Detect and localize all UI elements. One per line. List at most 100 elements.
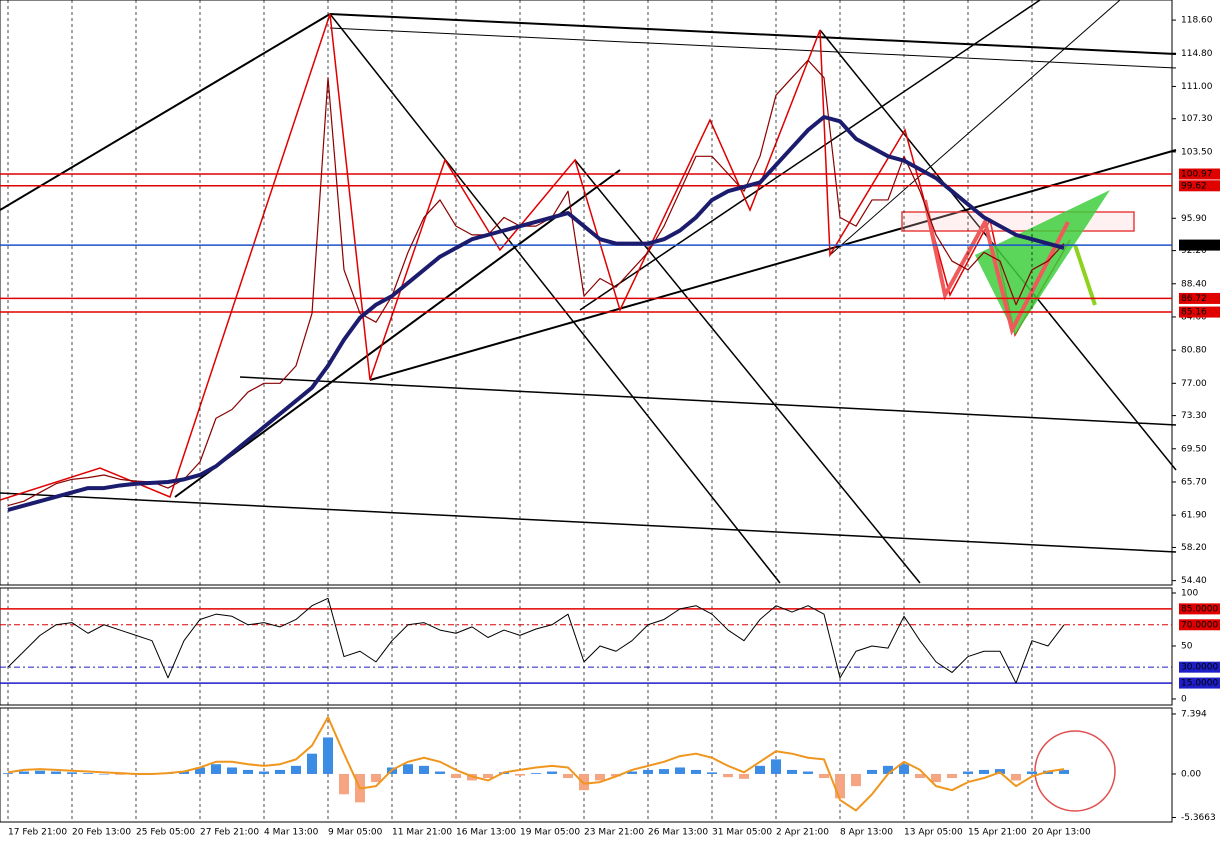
histogram-bar [371,773,381,783]
level-label-box [1179,239,1220,251]
histogram-bar [19,771,29,774]
histogram-bar [707,772,717,774]
y-tick-label: 118.60 [1181,16,1213,26]
y-tick-label: -5.3663 [1181,813,1216,823]
x-tick-label: 2 Apr 21:00 [776,828,829,838]
y-tick-label: 61.90 [1181,511,1207,521]
histogram-bar [99,773,109,775]
histogram-bar [931,773,941,783]
x-tick-label: 20 Feb 13:00 [72,828,131,838]
y-tick-label: 107.30 [1181,114,1213,124]
level-label-box [1179,603,1220,615]
x-tick-label: 17 Feb 21:00 [8,828,67,838]
histogram-bar [307,753,317,774]
x-tick-label: 15 Apr 21:00 [968,828,1027,838]
highlight-circle [1034,730,1116,812]
y-tick-label: 80.80 [1181,346,1207,356]
x-tick-label: 9 Mar 05:00 [328,828,383,838]
level-label-box [1179,677,1220,689]
zone-box [901,211,1135,232]
trendline [329,27,1177,69]
y-tick-label: 73.30 [1181,411,1207,421]
histogram-bar [739,773,749,779]
histogram-bar [259,771,269,774]
histogram-bar [547,771,557,774]
panel-frame [0,0,1173,586]
level-label: 99.62 [1181,181,1207,191]
histogram-bar [115,773,125,775]
y-tick-label: 77.00 [1181,379,1207,389]
histogram-bar [627,771,637,774]
trendline [0,13,331,211]
series-line [7,597,1065,684]
histogram-bar [579,773,589,791]
series-line [7,716,1065,812]
histogram-bar [339,773,349,795]
histogram-bar [483,773,493,779]
histogram-bar [83,773,93,774]
x-tick-label: 20 Apr 13:00 [1032,828,1091,838]
histogram-bar [947,773,957,779]
histogram-bar [611,773,621,777]
level-label-box [1179,306,1220,318]
x-tick-label: 11 Mar 21:00 [392,828,452,838]
histogram-bar [1011,773,1021,781]
y-tick-label: 100 [1181,588,1198,598]
histogram-bar [403,764,413,774]
y-tick-label: 114.80 [1181,49,1213,59]
y-tick-label: 69.50 [1181,444,1207,454]
histogram-bar [787,769,797,774]
y-tick-label: 88.40 [1181,279,1207,289]
x-tick-label: 13 Apr 05:00 [904,828,963,838]
level-label: 85.16 [1181,308,1207,318]
y-tick-label: 92.20 [1181,246,1207,256]
histogram-bar [195,767,205,774]
y-tick-label: 58.20 [1181,543,1207,553]
histogram-bar [691,769,701,774]
histogram-bar [243,769,253,774]
histogram-bar [67,772,77,774]
histogram-bar [3,773,13,774]
x-tick-label: 27 Feb 21:00 [200,828,259,838]
trendline [369,149,1177,381]
trendline [174,169,621,498]
histogram-bar [803,771,813,774]
histogram-bar [291,765,301,774]
histogram-bar [835,773,845,799]
x-tick-label: 4 Mar 13:00 [264,828,319,838]
level-label-box [1179,292,1220,304]
y-tick-label: 111.00 [1181,82,1213,92]
histogram-bar [563,773,573,779]
histogram-bar [51,771,61,774]
level-label: 100.97 [1181,170,1213,180]
x-tick-label: 26 Mar 13:00 [648,828,708,838]
level-label: 70.0000 [1181,620,1218,630]
y-tick-label: 54.40 [1181,576,1207,586]
histogram-bar [899,764,909,774]
histogram-bar [531,773,541,774]
histogram-bar [979,769,989,774]
level-label-box [1179,168,1220,180]
histogram-bar [915,773,925,779]
y-tick-label: 7.394 [1181,709,1207,719]
level-label: 30.0000 [1181,663,1218,673]
trendline [0,492,1177,553]
level-label: 85.0000 [1181,604,1218,614]
histogram-bar [963,771,973,774]
histogram-bar [755,765,765,774]
histogram-bar [771,759,781,774]
histogram-bar [675,767,685,774]
histogram-bar [515,773,525,776]
histogram-bar [643,769,653,774]
histogram-bar [595,773,605,781]
forecast-arrow [1073,244,1097,306]
histogram-bar [867,769,877,774]
y-tick-label: 65.70 [1181,477,1207,487]
level-label-box [1179,180,1220,192]
histogram-bar [883,765,893,774]
histogram-bar [1059,769,1069,774]
series-line [7,115,1065,512]
histogram-bar [275,769,285,774]
